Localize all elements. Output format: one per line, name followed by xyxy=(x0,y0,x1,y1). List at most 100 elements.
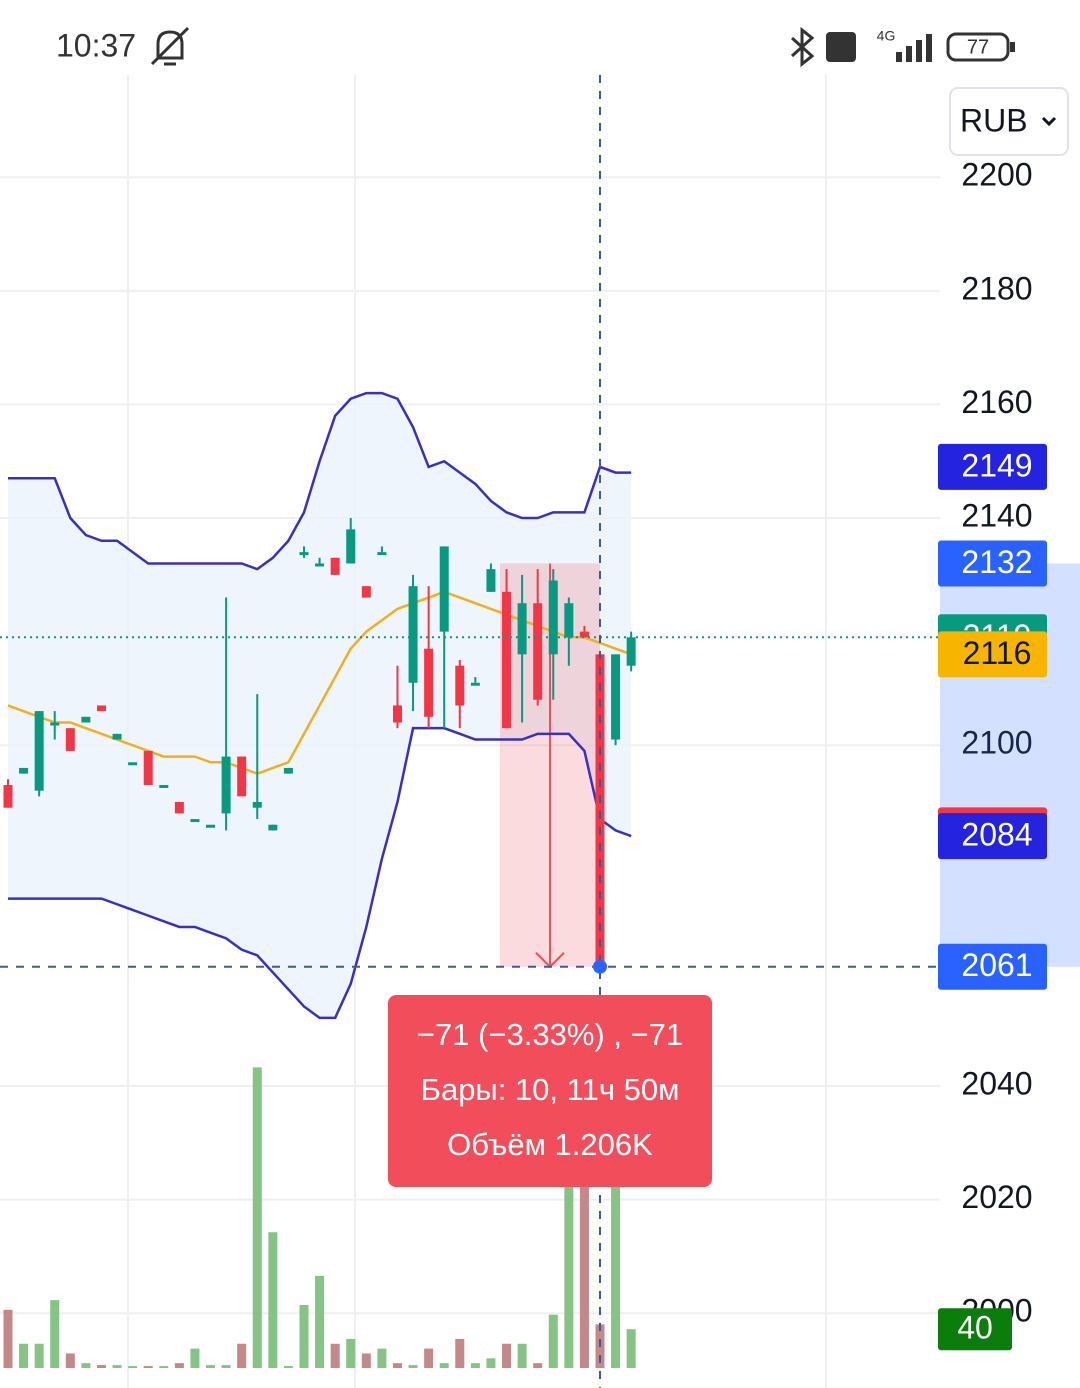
price-label-box xyxy=(938,813,1047,860)
volume-bar xyxy=(128,1366,138,1368)
candle-body xyxy=(517,603,527,655)
y-tick-label: 2160 xyxy=(961,384,1032,420)
battery-icon xyxy=(946,32,1010,62)
measure-text: Объём 1.206K xyxy=(447,1127,653,1162)
volume-bar xyxy=(268,1232,278,1368)
network-type: 4G xyxy=(877,28,896,44)
candle-body xyxy=(486,569,496,592)
candle-body xyxy=(533,603,543,700)
candle-body xyxy=(315,563,325,567)
volume-bar xyxy=(315,1275,325,1368)
candle-body xyxy=(268,824,278,831)
volume-bar xyxy=(377,1348,387,1368)
candle-body xyxy=(424,648,434,717)
volume-label-box xyxy=(938,1308,1012,1351)
volume-bar xyxy=(81,1363,91,1368)
volume-bar xyxy=(143,1366,153,1368)
volume-bar xyxy=(96,1365,106,1368)
volume-bar xyxy=(299,1304,309,1368)
candle-body xyxy=(330,557,340,575)
y-tick-label: 2040 xyxy=(961,1065,1032,1101)
volume-bar xyxy=(50,1300,60,1368)
volume-bar xyxy=(439,1363,449,1368)
candle-body xyxy=(564,603,574,638)
volume-bar xyxy=(533,1363,543,1368)
measure-text: −71 (−3.33%) , −71 xyxy=(417,1017,683,1052)
battery-tip xyxy=(1010,42,1015,52)
candle-body xyxy=(548,580,558,655)
candle-body xyxy=(611,654,621,740)
candle-body xyxy=(595,654,605,967)
candle-body xyxy=(34,711,44,791)
y-tick-label: 2020 xyxy=(961,1179,1032,1215)
measure-tooltip xyxy=(388,995,712,1187)
candle-body xyxy=(112,733,122,740)
candle-body xyxy=(346,529,356,564)
crosshair-dot xyxy=(593,959,607,974)
chevron[interactable] xyxy=(1041,116,1057,127)
price-label: 2061 xyxy=(961,947,1032,983)
volume-bar xyxy=(361,1353,371,1368)
candle-body xyxy=(206,824,216,828)
candle-body xyxy=(128,762,138,766)
volume-bar xyxy=(283,1366,293,1368)
candle-body xyxy=(190,819,200,823)
volume-bar xyxy=(408,1365,418,1368)
volume-bar xyxy=(159,1366,169,1368)
candle-body xyxy=(3,784,13,808)
currency-box[interactable] xyxy=(949,87,1069,156)
candle-body xyxy=(237,756,247,797)
volume-bar xyxy=(330,1343,340,1368)
volume-bar xyxy=(502,1343,512,1368)
volume-bar xyxy=(455,1338,465,1368)
volume-bar xyxy=(3,1309,13,1368)
volume-bar xyxy=(174,1363,184,1368)
volume-bar xyxy=(392,1363,402,1368)
volume-bar xyxy=(579,1174,589,1368)
volume-bar xyxy=(611,1183,621,1368)
currency[interactable]: RUB xyxy=(960,102,1028,138)
candle-body xyxy=(283,767,293,774)
candle-body xyxy=(408,586,418,683)
candle-body xyxy=(377,552,387,556)
bluetooth-icon xyxy=(790,26,815,68)
price-label-box xyxy=(938,443,1047,490)
overlay: −71 (−3.33%) , −71 Бары: 10, 11ч 50м Объём… xyxy=(0,75,940,1388)
candle-body xyxy=(502,591,512,729)
candle-body xyxy=(81,716,91,723)
volume-bar xyxy=(112,1365,122,1368)
price-label-box xyxy=(938,631,1047,678)
candle-body xyxy=(626,637,636,666)
status-bar: 10:37 4G 77 xyxy=(0,0,1080,75)
price-label-box xyxy=(938,943,1047,990)
candle-body xyxy=(455,665,465,706)
candle-body xyxy=(159,784,169,788)
y-tick-label: 2200 xyxy=(961,157,1032,193)
clock: 10:37 xyxy=(56,27,136,63)
candle-body xyxy=(579,631,589,638)
volume-bar xyxy=(221,1365,231,1368)
volume-bar xyxy=(548,1314,558,1368)
price-label: 2132 xyxy=(961,544,1032,580)
candle-body xyxy=(252,802,262,808)
volume-bar xyxy=(470,1363,480,1368)
candle-body xyxy=(392,705,402,723)
volume-bar xyxy=(237,1343,247,1368)
volte-icon xyxy=(826,32,856,62)
volume-bar xyxy=(34,1343,44,1368)
price-axis: 2000202020402100214021602180220021492132… xyxy=(938,157,1080,1351)
plot xyxy=(0,176,940,1368)
y-tick-label: 2140 xyxy=(961,497,1032,533)
currency-button[interactable]: RUB xyxy=(949,87,1069,156)
candle-body xyxy=(174,802,184,814)
volume-bar xyxy=(346,1338,356,1368)
measure-text: Бары: 10, 11ч 50м xyxy=(421,1072,680,1107)
volume-bar xyxy=(626,1329,636,1368)
volume-bar xyxy=(517,1343,527,1368)
mute-icon xyxy=(150,26,190,66)
lower-band xyxy=(8,726,632,1020)
volume-bar xyxy=(19,1343,29,1368)
volume-bar xyxy=(424,1348,434,1368)
candle-body xyxy=(361,586,371,598)
price-label: 2084 xyxy=(961,817,1032,853)
